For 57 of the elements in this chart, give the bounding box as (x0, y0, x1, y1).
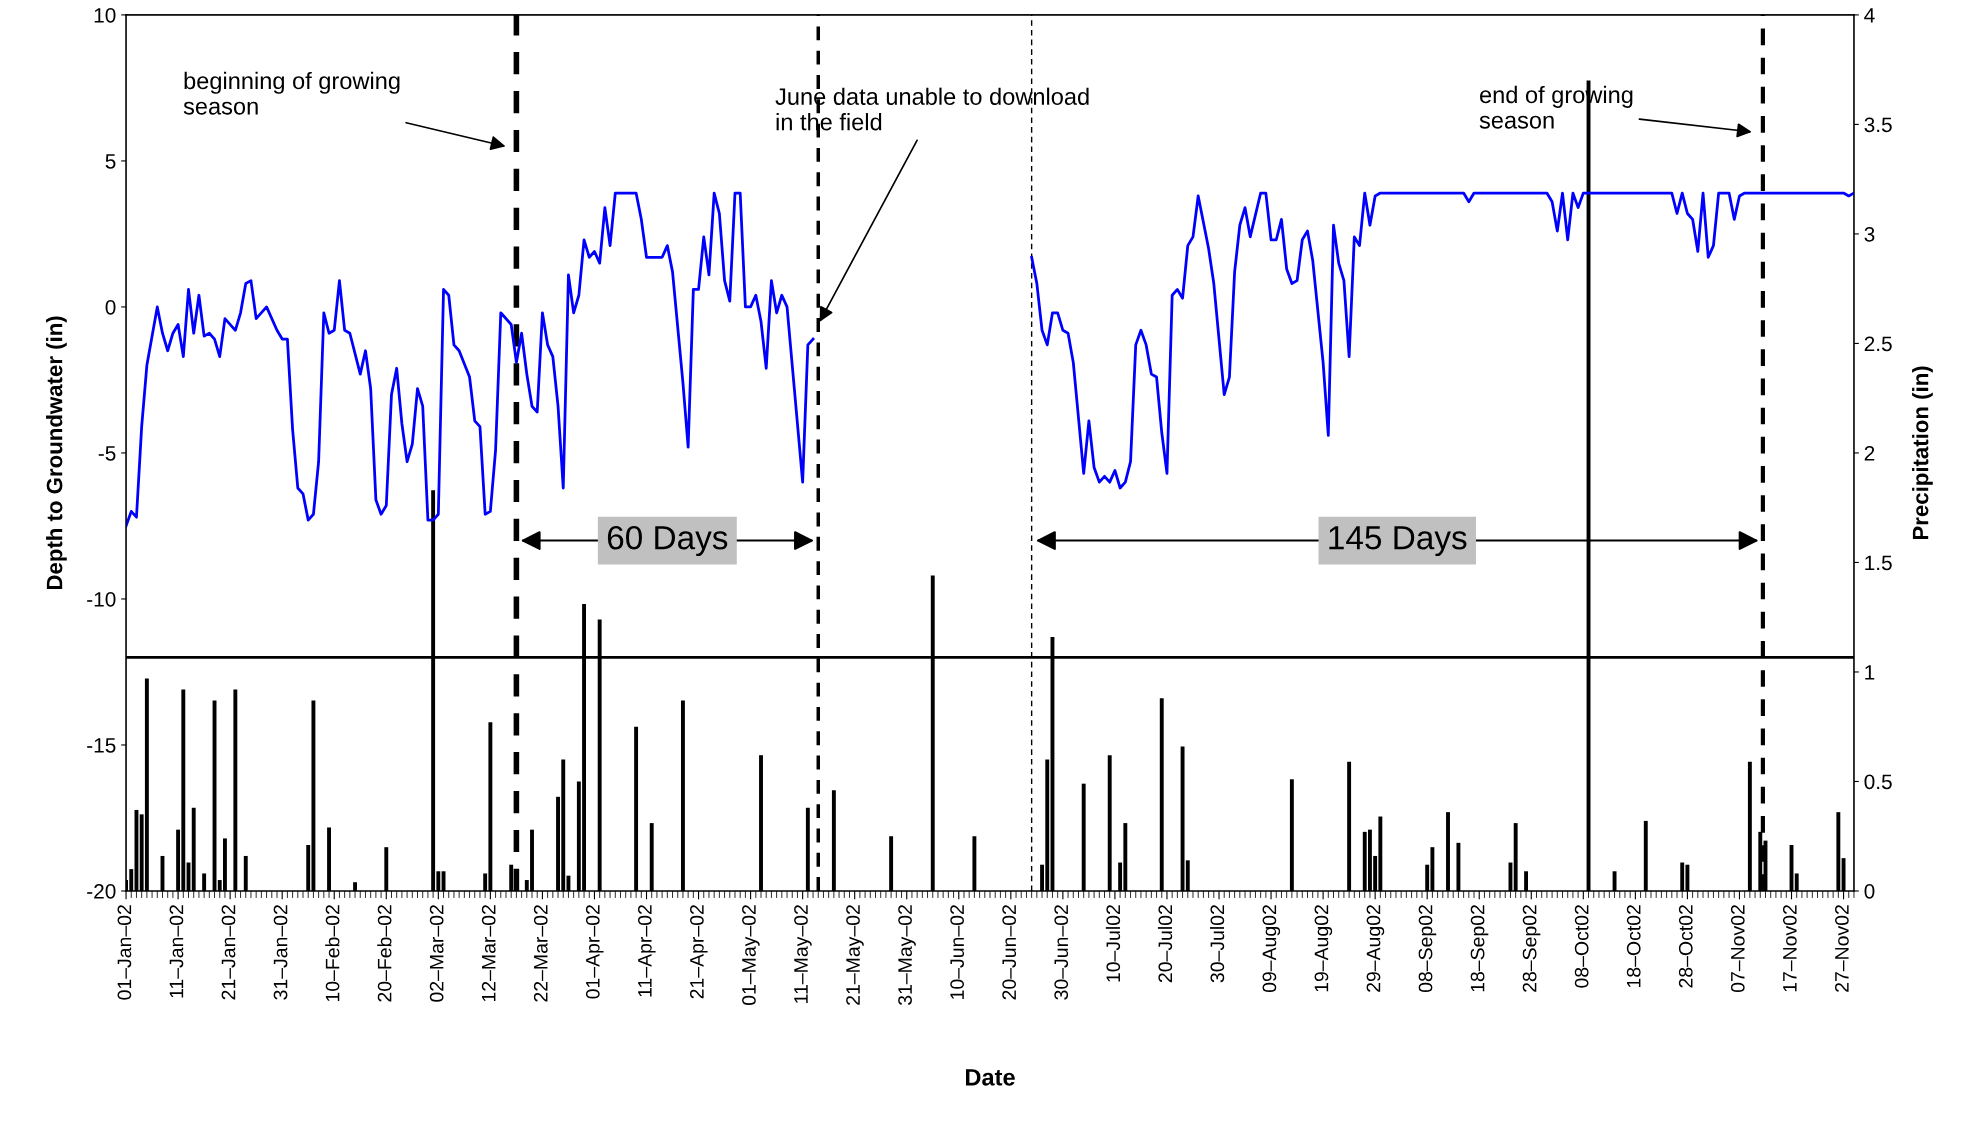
x-tick-label: 01–Apr–02 (585, 905, 604, 999)
y2-tick-label: 0.5 (1864, 774, 1892, 790)
x-tick-label: 20–Jun–02 (1002, 905, 1017, 1000)
y2-tick-label: 3 (1864, 226, 1875, 242)
x-tick-label: 31–May–02 (898, 905, 916, 1006)
y2-tick-label: 2.5 (1864, 336, 1892, 352)
annotation: 60 Days (607, 525, 728, 557)
x-tick-label: 01–Jan–02 (117, 905, 132, 1000)
x-axis-title: Date (966, 1069, 1015, 1086)
y2-tick-label: 4 (1864, 8, 1875, 23)
x-tick-label: 21–Jan–02 (221, 905, 236, 1000)
x-tick-label: 21–Apr–02 (690, 905, 708, 999)
x-tick-label: 19–Aug02 (1314, 905, 1333, 992)
y2-tick-label: 1.5 (1865, 555, 1892, 571)
y2-tick-label: 2 (1864, 445, 1875, 461)
y2-tick-label: 3.5 (1864, 117, 1892, 133)
annotation: 145 Days (1329, 526, 1467, 557)
x-tick-label: 28–Sep02 (1522, 905, 1541, 992)
x-tick-label: 21–May–02 (846, 905, 864, 1005)
x-tick-label: 10–Jun–02 (950, 905, 964, 999)
x-tick-label: 22–Mar–02 (533, 905, 548, 1002)
y-tick-label: -10 (87, 591, 116, 607)
x-tick-label: 12–Mar–02 (481, 905, 496, 1002)
y-tick-label: 5 (105, 154, 116, 169)
y2-tick-label: 1 (1865, 665, 1875, 680)
x-tick-label: 10–Feb–02 (325, 905, 340, 1002)
y-tick-label: -15 (87, 738, 116, 753)
y2-tick-label: 0 (1864, 883, 1875, 899)
y-tick-label: -5 (98, 446, 116, 461)
x-tick-label: 07–Nov02 (1730, 905, 1745, 993)
x-tick-label: 27–Nov02 (1835, 905, 1849, 992)
x-tick-label: 08–Sep02 (1418, 905, 1437, 993)
x-tick-label: 18–Oct02 (1626, 905, 1641, 988)
x-tick-label: 11–Apr–02 (637, 905, 656, 997)
x-tick-label: 01–May–02 (742, 905, 760, 1006)
x-tick-label: 10–Jul02 (1105, 905, 1121, 982)
x-tick-label: 30–Jun–02 (1054, 905, 1069, 1000)
y-axis-title: Depth to Groundwater (in) (46, 316, 67, 590)
x-tick-label: 08–Oct02 (1574, 905, 1589, 988)
x-tick-label: 17–Nov02 (1782, 905, 1797, 992)
annotation: June data unable to download in the field (775, 87, 1089, 131)
x-tick-label: 18–Sep02 (1470, 905, 1489, 992)
x-tick-label: 20–Feb–02 (377, 905, 392, 1002)
annotation: beginning of growing season (183, 71, 400, 115)
x-tick-label: 02–Mar–02 (429, 905, 444, 1002)
x-tick-label: 11–Jan–02 (169, 905, 184, 998)
x-tick-label: 09–Aug02 (1262, 905, 1281, 993)
y-tick-label: 10 (94, 7, 116, 23)
x-tick-label: 20–Jul02 (1157, 905, 1173, 983)
y2-axis-title: Precipitation (in) (1912, 366, 1933, 540)
y-tick-label: 0 (105, 299, 116, 315)
y-tick-label: -20 (87, 883, 116, 899)
x-tick-label: 31–Jan–02 (273, 905, 288, 1000)
x-tick-label: 30–Jul02 (1209, 905, 1225, 983)
x-tick-label: 28–Oct02 (1678, 905, 1693, 988)
x-tick-label: 11–May–02 (794, 905, 812, 1003)
x-tick-label: 29–Aug02 (1366, 905, 1385, 992)
